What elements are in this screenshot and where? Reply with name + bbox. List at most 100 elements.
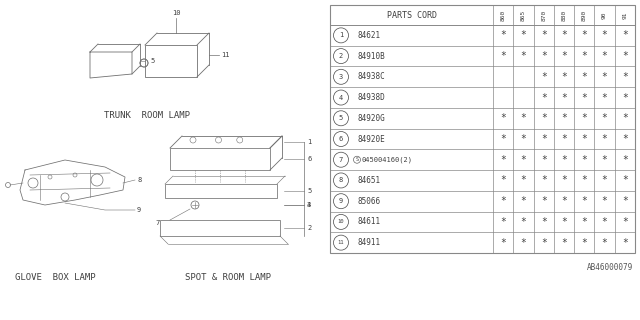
Bar	[165, 184, 277, 198]
Text: 2: 2	[307, 225, 311, 231]
Text: 5: 5	[307, 188, 311, 194]
Text: 4: 4	[307, 202, 311, 208]
Text: *: *	[622, 51, 628, 61]
Text: *: *	[602, 217, 607, 227]
Text: 84621: 84621	[358, 31, 381, 40]
Text: *: *	[581, 238, 588, 248]
Text: *: *	[541, 30, 547, 40]
Text: *: *	[541, 155, 547, 165]
Text: *: *	[541, 113, 547, 123]
Text: *: *	[622, 113, 628, 123]
Text: *: *	[520, 155, 527, 165]
Text: *: *	[602, 238, 607, 248]
Text: *: *	[581, 92, 588, 102]
Text: *: *	[622, 238, 628, 248]
Text: *: *	[581, 30, 588, 40]
Text: *: *	[561, 217, 567, 227]
Text: *: *	[500, 175, 506, 186]
Text: *: *	[602, 196, 607, 206]
Text: *: *	[541, 92, 547, 102]
Text: *: *	[622, 155, 628, 165]
Text: *: *	[581, 217, 588, 227]
Text: *: *	[520, 51, 527, 61]
Text: 85066: 85066	[358, 197, 381, 206]
Text: SPOT & ROOM LAMP: SPOT & ROOM LAMP	[185, 274, 271, 283]
Text: 8: 8	[339, 178, 343, 183]
Text: *: *	[500, 134, 506, 144]
Text: *: *	[520, 134, 527, 144]
Text: 84938C: 84938C	[358, 72, 386, 81]
Text: *: *	[500, 30, 506, 40]
Text: *: *	[622, 30, 628, 40]
Text: TRUNK  ROOM LAMP: TRUNK ROOM LAMP	[104, 110, 190, 119]
Text: *: *	[602, 72, 607, 82]
Text: 5: 5	[150, 58, 154, 64]
Text: *: *	[622, 196, 628, 206]
Text: 1: 1	[307, 139, 311, 145]
Text: *: *	[581, 72, 588, 82]
Text: 91: 91	[622, 11, 627, 19]
Text: *: *	[520, 30, 527, 40]
Text: 7: 7	[156, 220, 160, 226]
Text: 3: 3	[339, 74, 343, 80]
Text: 5: 5	[339, 115, 343, 121]
Text: *: *	[581, 134, 588, 144]
Text: *: *	[602, 113, 607, 123]
Text: 90: 90	[602, 11, 607, 19]
Text: 880: 880	[561, 9, 566, 20]
Text: *: *	[622, 134, 628, 144]
Text: *: *	[520, 113, 527, 123]
Text: *: *	[622, 217, 628, 227]
Text: *: *	[500, 196, 506, 206]
Text: *: *	[561, 51, 567, 61]
Text: *: *	[561, 92, 567, 102]
Text: 4: 4	[339, 94, 343, 100]
Text: *: *	[541, 72, 547, 82]
Text: PARTS CORD: PARTS CORD	[387, 11, 436, 20]
Text: 84911: 84911	[358, 238, 381, 247]
Text: 84920E: 84920E	[358, 134, 386, 143]
Text: *: *	[622, 175, 628, 186]
Text: 11: 11	[338, 240, 344, 245]
Text: 84938D: 84938D	[358, 93, 386, 102]
Text: *: *	[622, 72, 628, 82]
Text: AB46000079: AB46000079	[587, 263, 633, 273]
Text: 2: 2	[339, 53, 343, 59]
Text: 6: 6	[307, 156, 311, 162]
Text: 045004160(2): 045004160(2)	[362, 156, 413, 163]
Text: *: *	[500, 155, 506, 165]
Text: GLOVE  BOX LAMP: GLOVE BOX LAMP	[15, 274, 95, 283]
Text: 865: 865	[521, 9, 526, 20]
Text: *: *	[541, 196, 547, 206]
Text: *: *	[561, 134, 567, 144]
Text: *: *	[602, 92, 607, 102]
Bar	[170, 148, 270, 170]
Text: *: *	[561, 72, 567, 82]
Text: 84611: 84611	[358, 217, 381, 227]
Text: *: *	[581, 155, 588, 165]
Text: *: *	[602, 51, 607, 61]
Text: *: *	[561, 175, 567, 186]
Text: *: *	[561, 196, 567, 206]
Text: *: *	[541, 134, 547, 144]
Text: 9: 9	[137, 207, 141, 213]
Text: *: *	[581, 196, 588, 206]
Text: *: *	[520, 217, 527, 227]
Text: *: *	[500, 51, 506, 61]
Text: *: *	[622, 92, 628, 102]
Text: *: *	[561, 155, 567, 165]
Text: *: *	[602, 30, 607, 40]
Text: *: *	[561, 238, 567, 248]
Text: 870: 870	[541, 9, 547, 20]
Text: 8: 8	[137, 177, 141, 183]
Text: *: *	[520, 175, 527, 186]
Text: *: *	[500, 217, 506, 227]
Text: *: *	[561, 30, 567, 40]
Text: 84651: 84651	[358, 176, 381, 185]
Text: 84920G: 84920G	[358, 114, 386, 123]
Bar	[145, 45, 197, 77]
Text: 6: 6	[339, 136, 343, 142]
Text: 3: 3	[307, 202, 311, 208]
Text: 10: 10	[338, 220, 344, 224]
Bar	[160, 220, 280, 236]
